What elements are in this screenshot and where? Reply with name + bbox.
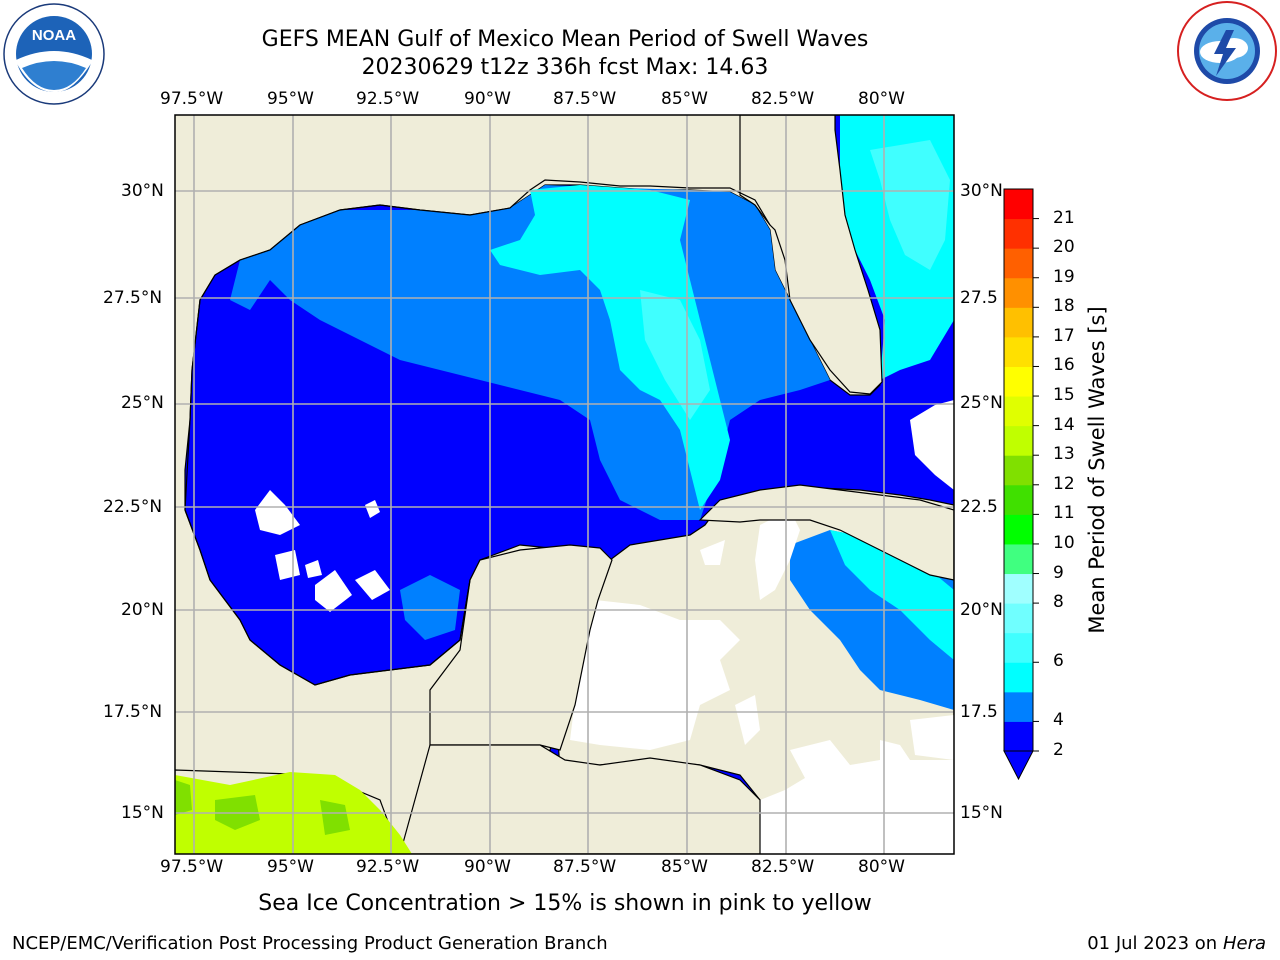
colorbar-swatch-6 <box>1004 632 1033 663</box>
colorbar-tick-12: 12 <box>1053 473 1075 494</box>
colorbar <box>1003 188 1039 781</box>
colorbar-swatch-9 <box>1004 543 1033 575</box>
on-word: on <box>1194 933 1218 954</box>
lon-tick-top-1: 95°W <box>267 89 314 109</box>
date-text: 01 Jul 2023 <box>1087 933 1190 954</box>
colorbar-tick-20: 20 <box>1053 237 1075 258</box>
nws-logo-icon <box>1177 1 1277 101</box>
chart-subtitle: 20230629 t12z 336h fcst Max: 14.63 <box>361 55 769 80</box>
colorbar-swatch-17 <box>1004 307 1033 338</box>
nws-logo <box>1176 0 1278 102</box>
lon-tick-bottom-6: 82.5°W <box>751 857 815 877</box>
period-band-6s-b <box>640 290 710 420</box>
lon-tick-bottom-0: 97.5°W <box>160 857 224 877</box>
map-frame <box>174 114 955 855</box>
gridlines <box>175 115 954 854</box>
period-band-5s <box>490 185 730 510</box>
chart-title: GEFS MEAN Gulf of Mexico Mean Period of … <box>261 27 869 52</box>
lon-tick-bottom-4: 87.5°W <box>553 857 617 877</box>
pacific-field-green <box>175 780 350 835</box>
colorbar-swatch-20 <box>1004 218 1033 249</box>
yucatan-land <box>429 544 613 751</box>
north-coastline <box>184 179 771 511</box>
lon-tick-top-0: 97.5°W <box>160 89 224 109</box>
colorbar-tick-15: 15 <box>1053 385 1075 406</box>
west-coastline <box>184 509 471 686</box>
lon-tick-top-2: 92.5°W <box>356 89 420 109</box>
lat-tick-right-0: 15°N <box>960 803 1003 823</box>
colorbar-swatch-5 <box>1004 662 1033 693</box>
colorbar-tick-10: 10 <box>1053 532 1075 553</box>
colorbar-tick-17: 17 <box>1053 325 1075 346</box>
colorbar-tick-16: 16 <box>1053 355 1075 376</box>
sea-ice-caption: Sea Ice Concentration > 15% is shown in … <box>258 891 872 916</box>
lat-tick-left-6: 30°N <box>121 181 164 201</box>
lon-tick-bottom-5: 85°W <box>661 857 708 877</box>
lat-tick-right-3: 22.5 <box>960 497 998 517</box>
noaa-logo: NOAA <box>2 2 106 106</box>
colorbar-tick-14: 14 <box>1053 414 1075 435</box>
lat-tick-right-2: 20°N <box>960 600 1003 620</box>
period-band-6s <box>870 140 950 270</box>
colorbar-swatch-10 <box>1004 514 1033 545</box>
lon-tick-top-5: 85°W <box>661 89 708 109</box>
colorbar-tick-11: 11 <box>1053 503 1075 524</box>
lat-tick-left-3: 22.5°N <box>103 497 163 517</box>
period-band-4s-patch <box>400 575 460 640</box>
colorbar-swatch-14 <box>1004 396 1033 427</box>
lon-tick-bottom-2: 92.5°W <box>356 857 420 877</box>
machine-name: Hera <box>1222 933 1266 954</box>
period-band-5s-south <box>830 530 954 660</box>
colorbar-swatch-2 <box>1004 721 1033 752</box>
date-stamp: 01 Jul 2023 on Hera <box>1087 933 1266 954</box>
noaa-logo-text: NOAA <box>32 27 76 44</box>
colorbar-swatch-16 <box>1004 336 1033 367</box>
colorbar-swatch-18 <box>1004 277 1033 308</box>
lon-tick-top-7: 80°W <box>858 89 905 109</box>
florida-land <box>739 115 883 395</box>
lat-tick-right-6: 30°N <box>960 181 1003 201</box>
lon-tick-bottom-1: 95°W <box>267 857 314 877</box>
cuba-land <box>698 484 954 581</box>
lat-tick-left-4: 25°N <box>121 393 164 413</box>
colorbar-tick-13: 13 <box>1053 444 1075 465</box>
colorbar-swatch-13 <box>1004 425 1033 456</box>
lat-tick-left-2: 20°N <box>121 600 164 620</box>
lon-tick-top-6: 82.5°W <box>751 89 815 109</box>
colorbar-swatch-15 <box>1004 366 1033 397</box>
colorbar-swatch-4 <box>1004 691 1033 722</box>
colorbar-tick-21: 21 <box>1053 207 1075 228</box>
colorbar-swatch-11 <box>1004 484 1033 515</box>
lat-tick-right-5: 27.5 <box>960 288 998 308</box>
colorbar-swatch-19 <box>1004 248 1033 279</box>
colorbar-tick-6: 6 <box>1053 651 1064 672</box>
credit-line: NCEP/EMC/Verification Post Processing Pr… <box>12 933 608 954</box>
colorbar-tick-2: 2 <box>1053 740 1064 760</box>
colorbar-extend-min <box>1003 750 1034 781</box>
lon-tick-bottom-7: 80°W <box>858 857 905 877</box>
lat-tick-left-0: 15°N <box>121 803 164 823</box>
lon-tick-top-3: 90°W <box>464 89 511 109</box>
colorbar-swatch-8 <box>1004 573 1033 604</box>
lat-tick-right-4: 25°N <box>960 393 1003 413</box>
colorbar-swatch-12 <box>1004 455 1033 486</box>
colorbar-frame <box>1003 188 1034 752</box>
noaa-logo-icon: NOAA <box>3 3 105 105</box>
lat-tick-right-1: 17.5 <box>960 702 998 722</box>
colorbar-tick-18: 18 <box>1053 296 1075 317</box>
colorbar-swatch-21 <box>1004 189 1033 220</box>
map-content <box>175 115 954 854</box>
colorbar-swatch-7 <box>1004 603 1033 634</box>
colorbar-tick-4: 4 <box>1053 710 1064 731</box>
colorbar-tick-19: 19 <box>1053 266 1075 287</box>
colorbar-tick-9: 9 <box>1053 562 1064 583</box>
lon-tick-bottom-3: 90°W <box>464 857 511 877</box>
colorbar-label: Mean Period of Swell Waves [s] <box>1085 306 1109 634</box>
lat-tick-left-1: 17.5°N <box>103 702 163 722</box>
lat-tick-left-5: 27.5°N <box>103 288 163 308</box>
lon-tick-top-4: 87.5°W <box>553 89 617 109</box>
colorbar-tick-8: 8 <box>1053 592 1064 613</box>
